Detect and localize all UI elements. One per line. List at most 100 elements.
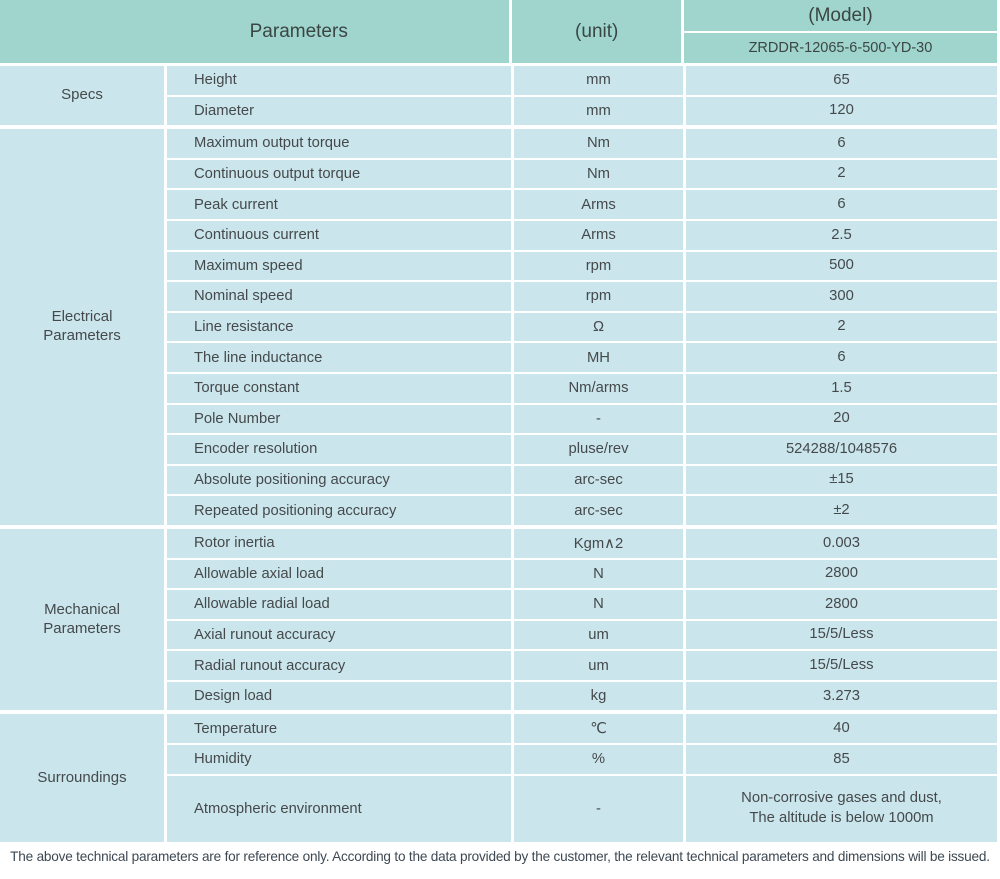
- group-rows: Height mm 65 Diameter mm 120: [167, 66, 997, 126]
- unit-cell: Nm: [514, 159, 683, 189]
- value-cell: Non-corrosive gases and dust, The altitu…: [686, 775, 997, 842]
- table-row: Rotor inertia Kgm∧2 0.003: [167, 528, 997, 558]
- group-label: Specs: [0, 66, 164, 126]
- unit-cell: %: [514, 745, 683, 774]
- table-groups: Specs Height mm 65 Diameter mm 120 Electrical P…: [0, 66, 997, 842]
- unit-cell: Ω: [514, 312, 683, 342]
- table-row: Nominal speed rpm 300: [167, 282, 997, 311]
- value-cell: 6: [686, 190, 997, 219]
- group-label: Surroundings: [0, 714, 164, 842]
- unit-cell: -: [514, 404, 683, 434]
- param-name-cell: Nominal speed: [167, 282, 511, 311]
- unit-cell: Nm/arms: [514, 373, 683, 403]
- value-cell: 6: [686, 129, 997, 158]
- table-row: Design load kg 3.273: [167, 681, 997, 711]
- value-cell: 500: [686, 251, 997, 281]
- header-unit-cell: (unit): [512, 0, 681, 63]
- table-row: Pole Number -20: [167, 404, 997, 434]
- table-group: Specs Height mm 65 Diameter mm 120: [0, 66, 997, 126]
- unit-cell: um: [514, 651, 683, 680]
- param-name-cell: Pole Number: [167, 404, 511, 434]
- param-name-cell: Continuous current: [167, 220, 511, 250]
- table-row: Radial runout accuracy um 15/5/Less: [167, 651, 997, 680]
- group-label: Electrical Parameters: [0, 129, 164, 525]
- group-label: Mechanical Parameters: [0, 528, 164, 711]
- value-cell: 65: [686, 66, 997, 95]
- table-row: Atmospheric environment - Non-corrosive ga…: [167, 775, 997, 842]
- param-name-cell: Rotor inertia: [167, 528, 511, 558]
- table-group: Surroundings Temperature ℃ 40 Humidity% 85 Atm…: [0, 714, 997, 842]
- table-row: Humidity% 85: [167, 745, 997, 774]
- param-name-cell: Absolute positioning accuracy: [167, 465, 511, 495]
- header-model-label: (Model): [683, 0, 997, 33]
- param-name-cell: Line resistance: [167, 312, 511, 342]
- param-name-cell: Encoder resolution: [167, 435, 511, 464]
- table-row: Maximum speed rpm 500: [167, 251, 997, 281]
- param-name-cell: Diameter: [167, 96, 511, 126]
- value-cell: 20: [686, 404, 997, 434]
- value-cell: 524288/1048576: [686, 435, 997, 464]
- value-cell: 2.5: [686, 220, 997, 250]
- unit-cell: Arms: [514, 190, 683, 219]
- value-cell: 300: [686, 282, 997, 311]
- table-header-row: Parameters (unit) (Model) ZRDDR-12065-6-…: [0, 0, 997, 63]
- param-name-cell: Maximum speed: [167, 251, 511, 281]
- value-cell: 85: [686, 745, 997, 774]
- table-row: Repeated positioning accuracy arc-sec ±2: [167, 496, 997, 525]
- param-name-cell: Continuous output torque: [167, 159, 511, 189]
- header-parameters-label: Parameters: [249, 20, 348, 42]
- value-cell: 2: [686, 159, 997, 189]
- param-name-cell: Axial runout accuracy: [167, 620, 511, 650]
- unit-cell: MH: [514, 343, 683, 372]
- header-parameters-cell: Parameters: [0, 0, 510, 63]
- param-name-cell: Peak current: [167, 190, 511, 219]
- table-row: Maximum output torque Nm 6: [167, 129, 997, 158]
- table-row: Absolute positioning accuracy arc-sec ±15: [167, 465, 997, 495]
- param-name-cell: Allowable radial load: [167, 590, 511, 619]
- param-name-cell: Height: [167, 66, 511, 95]
- unit-cell: kg: [514, 681, 683, 711]
- table-group: Mechanical Parameters Rotor inertia Kgm∧2 0…: [0, 528, 997, 711]
- group-rows: Temperature ℃ 40 Humidity% 85 Atmospheric env…: [167, 714, 997, 842]
- value-cell: 15/5/Less: [686, 651, 997, 680]
- table-row: Temperature ℃ 40: [167, 714, 997, 744]
- unit-cell: rpm: [514, 251, 683, 281]
- table-group: Electrical Parameters Maximum output torq…: [0, 129, 997, 525]
- table-row: Diameter mm 120: [167, 96, 997, 126]
- value-cell: 15/5/Less: [686, 620, 997, 650]
- value-cell: 2800: [686, 590, 997, 619]
- table-row: Allowable radial load N 2800: [167, 590, 997, 619]
- unit-cell: -: [514, 775, 683, 842]
- param-name-cell: Repeated positioning accuracy: [167, 496, 511, 525]
- table-row: Torque constant Nm/arms 1.5: [167, 373, 997, 403]
- header-model-value: ZRDDR-12065-6-500-YD-30: [683, 33, 997, 63]
- unit-cell: arc-sec: [514, 465, 683, 495]
- table-row: Height mm 65: [167, 66, 997, 95]
- param-name-cell: Atmospheric environment: [167, 775, 511, 842]
- unit-cell: N: [514, 590, 683, 619]
- table-row: The line inductance MH 6: [167, 343, 997, 372]
- footer-note: The above technical parameters are for r…: [10, 848, 990, 864]
- param-name-cell: Allowable axial load: [167, 559, 511, 589]
- param-name-cell: Humidity: [167, 745, 511, 774]
- unit-cell: Nm: [514, 129, 683, 158]
- unit-cell: mm: [514, 96, 683, 126]
- value-cell: 120: [686, 96, 997, 126]
- value-cell: 0.003: [686, 528, 997, 558]
- table-row: Peak current Arms 6: [167, 190, 997, 219]
- param-name-cell: Torque constant: [167, 373, 511, 403]
- param-name-cell: Design load: [167, 681, 511, 711]
- value-cell: ±2: [686, 496, 997, 525]
- unit-cell: mm: [514, 66, 683, 95]
- unit-cell: Kgm∧2: [514, 528, 683, 558]
- table-row: Continuous current Arms 2.5: [167, 220, 997, 250]
- value-cell: 3.273: [686, 681, 997, 711]
- unit-cell: um: [514, 620, 683, 650]
- table-row: Axial runout accuracy um 15/5/Less: [167, 620, 997, 650]
- table-row: Continuous output torque Nm 2: [167, 159, 997, 189]
- header-unit-label: (unit): [575, 20, 619, 42]
- value-cell: 40: [686, 714, 997, 744]
- value-cell: 1.5: [686, 373, 997, 403]
- table-row: Encoder resolution pluse/rev 524288/104857…: [167, 435, 997, 464]
- table-row: Allowable axial load N 2800: [167, 559, 997, 589]
